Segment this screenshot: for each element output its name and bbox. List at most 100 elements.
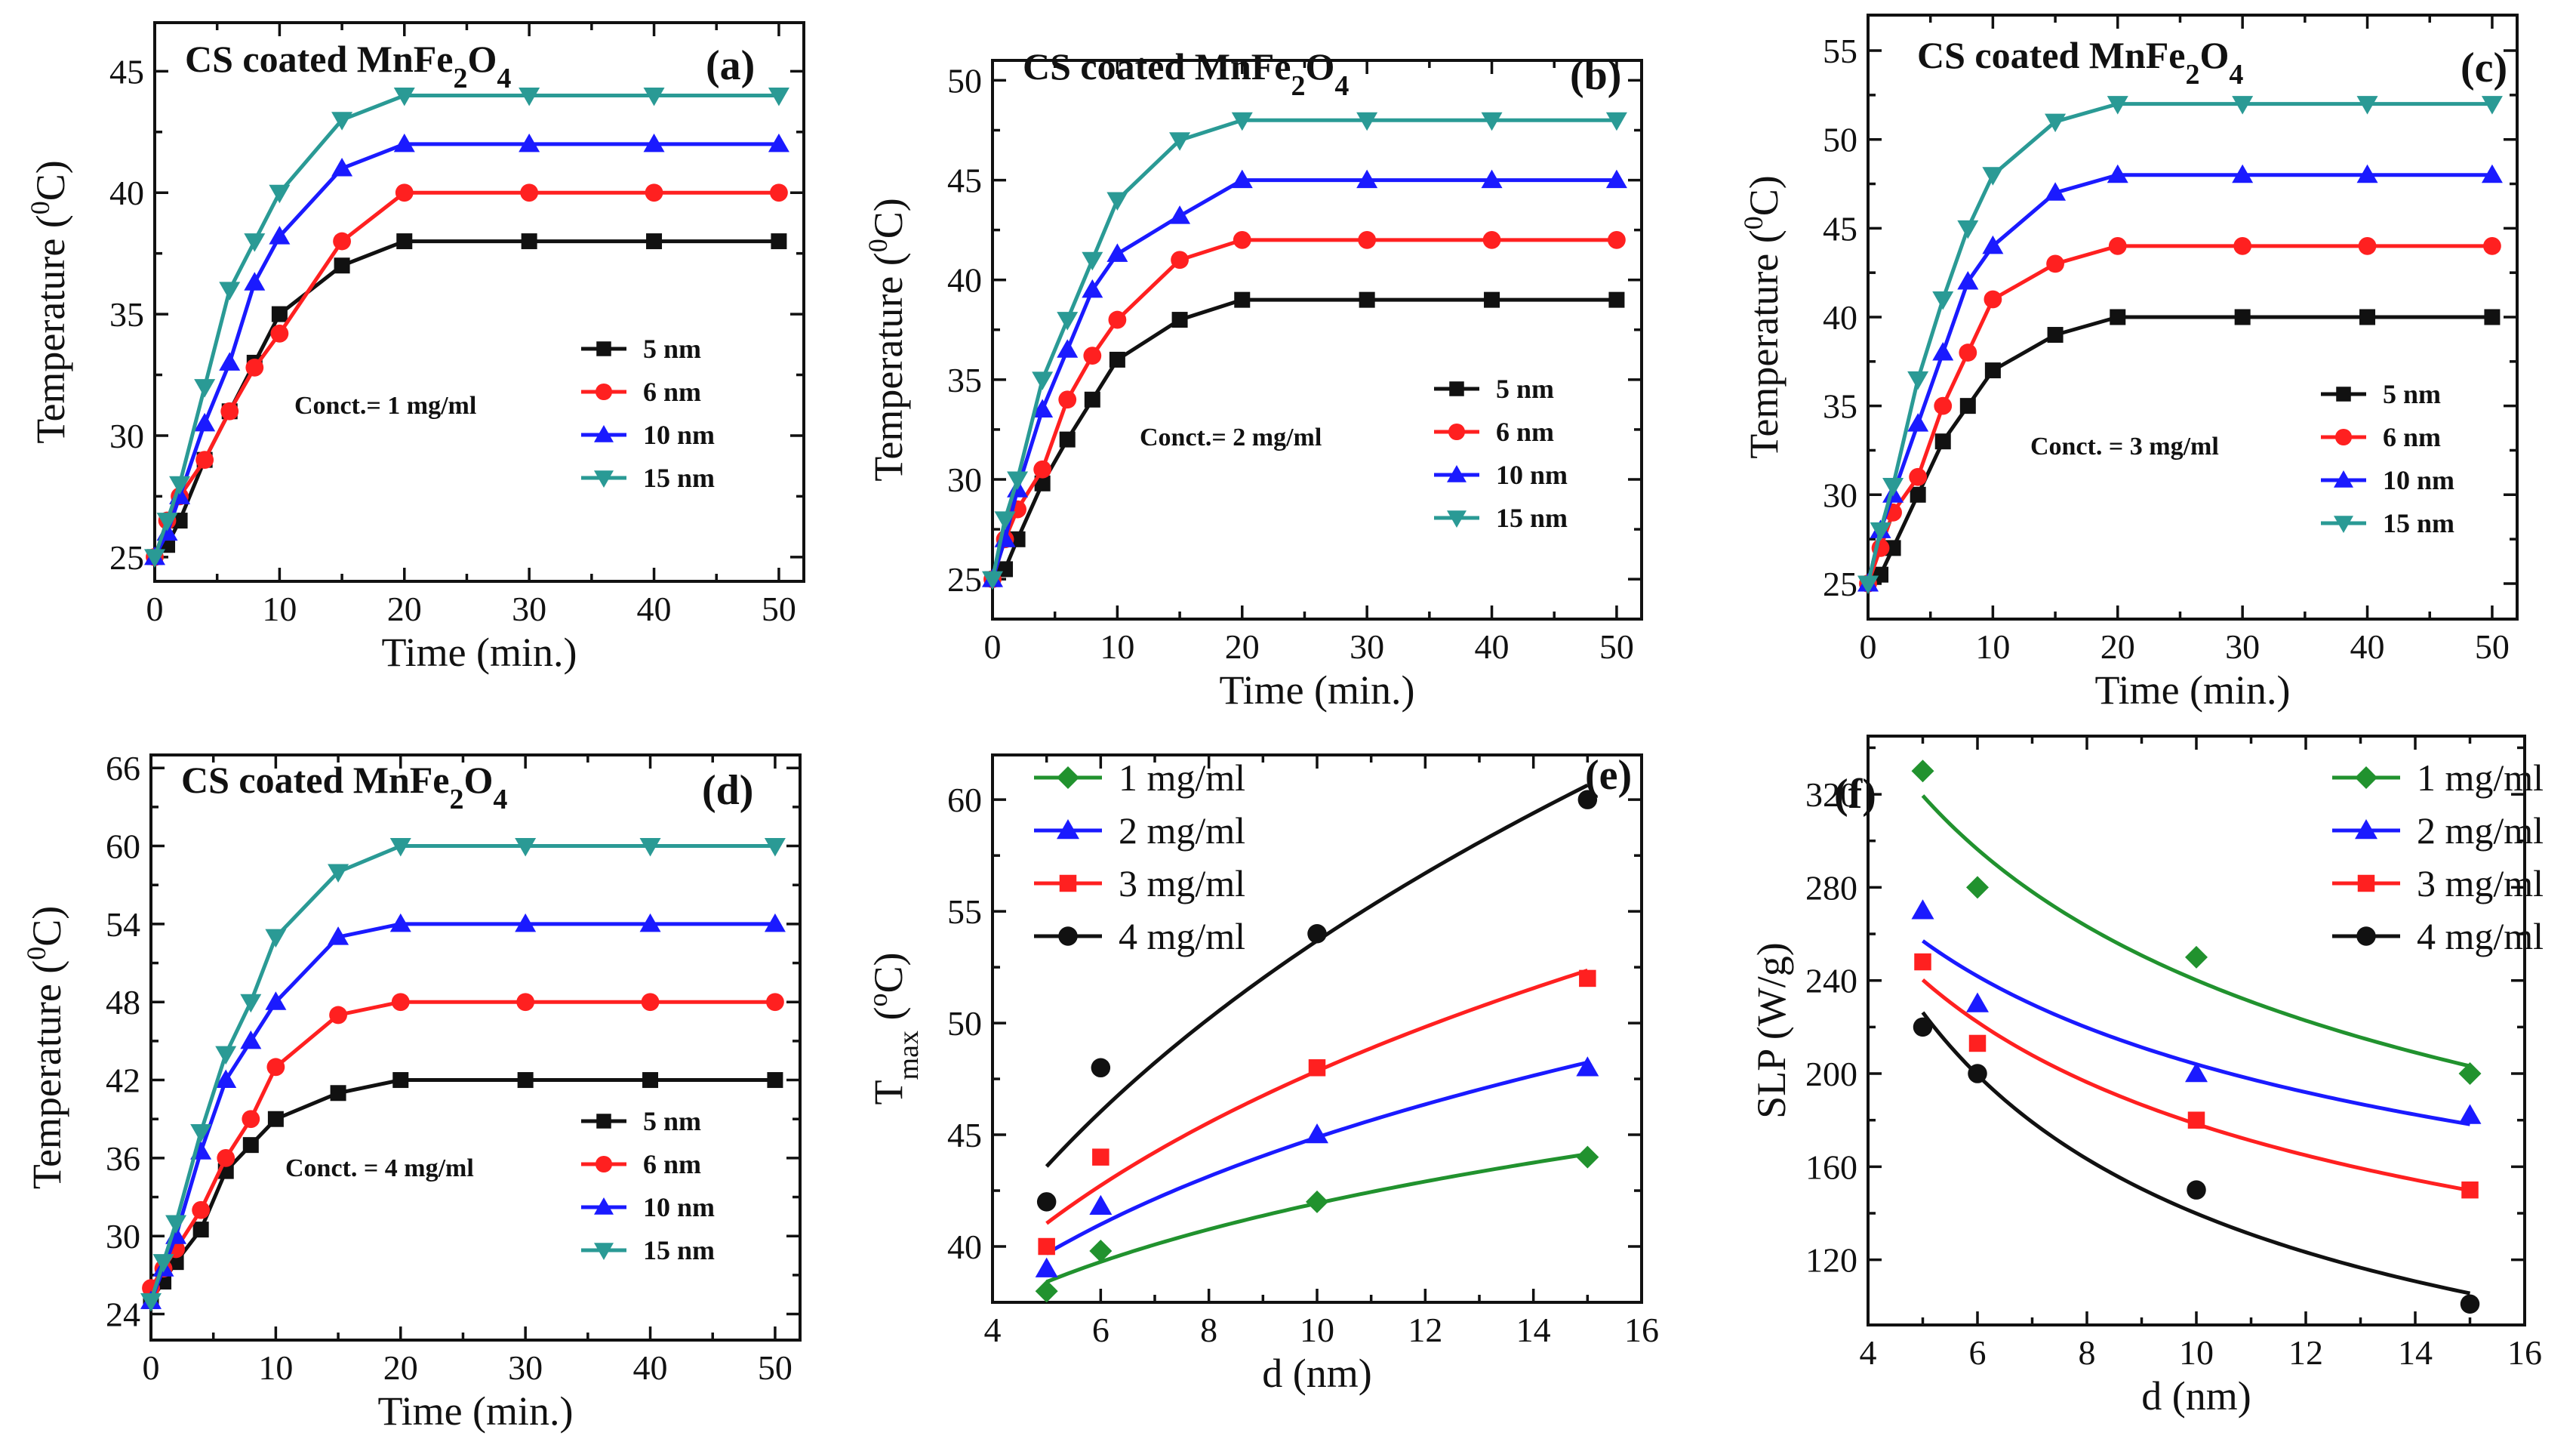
data-point: [2358, 236, 2377, 255]
y-tick-label: 30: [106, 1217, 140, 1256]
legend-marker: [596, 1114, 611, 1129]
data-point: [764, 838, 786, 857]
data-point: [2356, 96, 2378, 115]
panel-label: (e): [1585, 752, 1632, 799]
data-point: [2234, 309, 2251, 325]
data-point: [267, 1111, 284, 1127]
legend: 5 nm 6 nm 10 nm 15 nm: [581, 334, 715, 493]
trend-curve: [1921, 1011, 2471, 1296]
data-point: [140, 1293, 162, 1312]
x-tick-label: 30: [1350, 627, 1384, 666]
legend-label: 5 nm: [1496, 374, 1554, 404]
data-point: [2356, 164, 2378, 183]
x-axis-label: Time (min.): [377, 1388, 573, 1434]
data-point: [641, 993, 660, 1012]
data-point: [516, 993, 535, 1012]
data-point: [1959, 344, 1977, 362]
data-point: [169, 476, 191, 495]
series-line: [149, 844, 775, 1302]
data-point: [1579, 969, 1596, 988]
legend-label: 4 mg/ml: [2417, 915, 2544, 957]
data-point: [2458, 1062, 2482, 1086]
series-4-mg-ml: [1913, 1011, 2480, 1314]
x-tick-label: 40: [633, 1348, 668, 1387]
legend-marker: [595, 1155, 613, 1173]
x-tick-label: 10: [1100, 627, 1134, 666]
data-point: [1966, 876, 1989, 899]
legend-label: 6 nm: [2383, 422, 2441, 452]
data-point: [1959, 398, 1976, 414]
data-point: [1083, 347, 1102, 365]
plot-frame: [149, 753, 802, 1342]
data-point: [194, 379, 216, 398]
data-point: [1109, 351, 1125, 368]
data-point: [144, 549, 165, 568]
legend-label: 4 mg/ml: [1119, 915, 1245, 957]
data-point: [2187, 1111, 2205, 1129]
data-point: [1106, 243, 1128, 262]
panel-title: CS coated MnFe2O4: [1917, 34, 2243, 91]
data-point: [1171, 251, 1189, 270]
y-tick-label: 40: [1823, 298, 1857, 337]
data-point: [391, 993, 410, 1012]
data-point: [982, 571, 1003, 590]
data-point: [2483, 236, 2501, 255]
panel-e: 4 6 8 10 12 14 16 40 45 50 55 60 d (nm) Tmax (oC) (e) 1…: [863, 752, 1659, 1396]
y-tick-label: 24: [106, 1296, 140, 1334]
legend-marker: [594, 470, 614, 488]
data-point: [1932, 342, 1954, 361]
series-10-nm: [144, 133, 789, 565]
data-point: [2107, 164, 2128, 183]
data-point: [519, 88, 540, 106]
data-point: [219, 282, 241, 300]
x-axis-label: d (nm): [1262, 1351, 1371, 1396]
data-point: [393, 133, 415, 153]
data-point: [2046, 254, 2064, 273]
data-point: [1009, 531, 1026, 547]
data-point: [643, 88, 665, 106]
data-point: [1091, 1058, 1111, 1078]
data-point: [1608, 291, 1625, 308]
data-point: [639, 838, 661, 857]
data-point: [1036, 1192, 1057, 1212]
data-point: [334, 257, 350, 274]
series-15-nm: [140, 838, 786, 1312]
data-point: [1082, 251, 1103, 271]
data-point: [1092, 1148, 1109, 1166]
data-point: [646, 233, 663, 250]
data-point: [395, 183, 414, 202]
concentration-note: Conct. = 3 mg/ml: [2030, 433, 2219, 461]
x-tick-label: 20: [383, 1348, 418, 1387]
data-point: [244, 233, 266, 252]
plot-frame: [991, 753, 1643, 1304]
data-point: [1307, 923, 1327, 944]
legend-marker: [2357, 874, 2375, 892]
data-point: [333, 232, 351, 251]
x-tick-label: 0: [984, 627, 1002, 666]
y-tick-label: 45: [947, 1116, 982, 1154]
data-point: [1034, 475, 1051, 491]
data-point: [1882, 478, 1904, 497]
legend-marker: [2334, 470, 2353, 488]
panel-label: (f): [1834, 771, 1876, 818]
x-tick-label: 12: [1408, 1311, 1442, 1349]
data-point: [642, 1072, 659, 1089]
data-point: [764, 913, 786, 932]
data-point: [1231, 169, 1253, 189]
series-5-nm: [984, 291, 1625, 587]
legend-marker: [1057, 766, 1079, 789]
data-point: [768, 88, 789, 106]
data-point: [393, 88, 415, 106]
data-point: [1057, 312, 1079, 331]
legend-label: 3 mg/ml: [1119, 862, 1245, 904]
x-tick-label: 30: [508, 1348, 543, 1387]
data-point: [1007, 471, 1029, 490]
legend-label: 3 mg/ml: [2417, 862, 2544, 904]
data-point: [1169, 132, 1191, 151]
data-point: [2187, 1180, 2206, 1200]
series-1-mg-ml: [1911, 760, 2482, 1086]
series-line: [1866, 102, 2492, 584]
legend: 1 mg/ml 2 mg/ml 3 mg/ml 4 mg/ml: [2332, 756, 2544, 957]
legend-marker: [596, 341, 611, 356]
